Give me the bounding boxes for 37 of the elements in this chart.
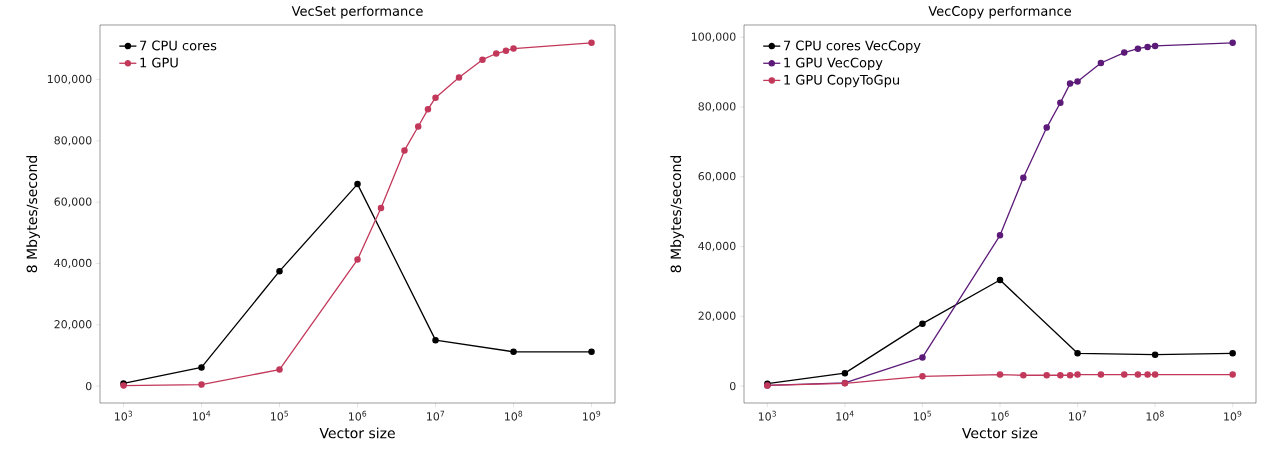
x-tick-label: 10$^{5}$ bbox=[271, 410, 289, 421]
x-tick-label: 10$^{3}$ bbox=[115, 410, 133, 421]
y-tick-label: 20,000 bbox=[698, 311, 736, 322]
y-tick-label: 60,000 bbox=[54, 197, 92, 207]
y-tick-label: 20,000 bbox=[54, 320, 92, 330]
x-tick-label: 10$^{9}$ bbox=[1224, 410, 1242, 421]
y-tick-label: 100,000 bbox=[47, 74, 92, 85]
x-tick-label: 10$^{6}$ bbox=[349, 410, 367, 421]
x-tick-label: 10$^{7}$ bbox=[427, 410, 445, 421]
y-tick-label: 80,000 bbox=[698, 102, 736, 112]
x-tick-label: 10$^{7}$ bbox=[1069, 410, 1087, 421]
y-tick-label: 100,000 bbox=[691, 32, 736, 42]
chart-title: VecCopy performance bbox=[928, 5, 1072, 19]
y-tick-label: 0 bbox=[729, 381, 736, 391]
x-axis-title: Vector size bbox=[319, 427, 395, 439]
x-tick-label: 10$^{4}$ bbox=[193, 410, 211, 421]
y-tick-label: 80,000 bbox=[54, 136, 92, 146]
x-tick-label: 10$^{4}$ bbox=[836, 410, 854, 421]
y-axis-title: 8 Mbytes/second bbox=[26, 155, 40, 273]
legend-label: 1 GPU CopyToGpu bbox=[784, 74, 899, 88]
x-tick-label: 10$^{6}$ bbox=[991, 410, 1009, 421]
legend-label: 1 GPU VecCopy bbox=[784, 57, 883, 71]
y-axis-title: 8 Mbytes/second bbox=[670, 155, 684, 273]
y-tick-label: 40,000 bbox=[54, 258, 92, 269]
chart-title: VecSet performance bbox=[291, 5, 423, 19]
legend-label: 7 CPU cores VecCopy bbox=[784, 40, 921, 53]
x-tick-label: 10$^{5}$ bbox=[913, 410, 931, 421]
x-tick-label: 10$^{3}$ bbox=[758, 410, 776, 421]
x-tick-label: 10$^{8}$ bbox=[505, 410, 523, 421]
x-tick-label: 10$^{8}$ bbox=[1146, 410, 1164, 421]
y-tick-label: 40,000 bbox=[698, 241, 736, 252]
y-tick-label: 60,000 bbox=[698, 172, 736, 182]
y-tick-label: 0 bbox=[85, 381, 92, 391]
x-axis-title: Vector size bbox=[962, 427, 1038, 439]
legend-label: 1 GPU bbox=[140, 57, 178, 68]
x-tick-label: 10$^{9}$ bbox=[583, 410, 601, 421]
legend-label: 7 CPU cores bbox=[140, 40, 217, 51]
